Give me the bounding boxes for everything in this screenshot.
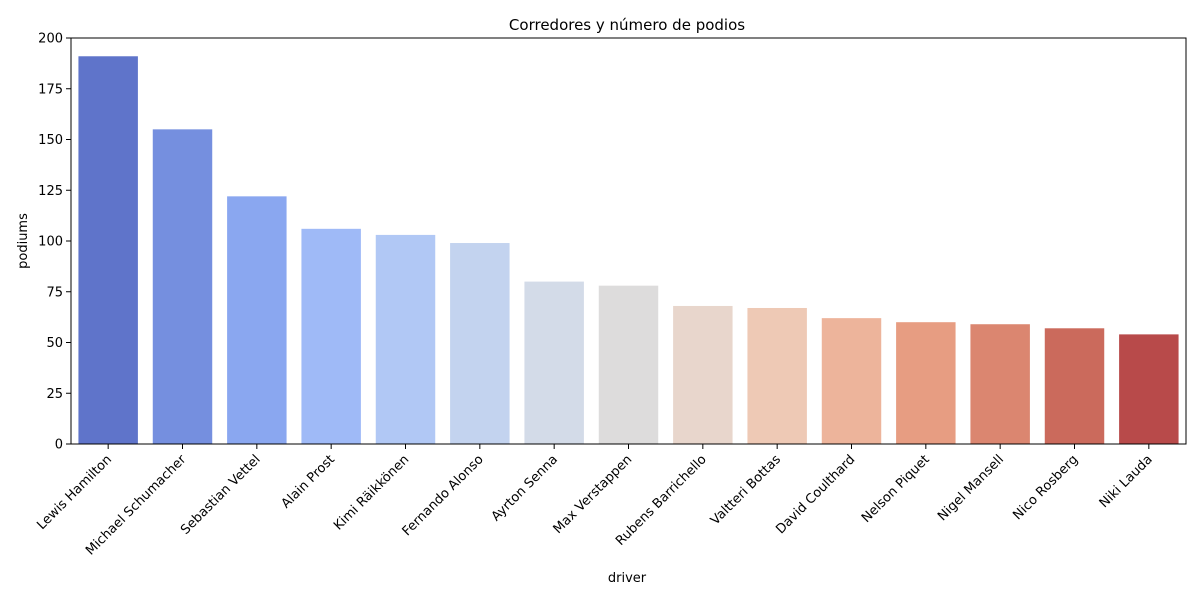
bar xyxy=(375,234,436,444)
bar xyxy=(227,196,287,444)
y-axis: 0 25 50 75 100 125 150 175 200 xyxy=(38,32,71,453)
bar xyxy=(78,56,138,445)
x-tick-label: Nelson Piquet xyxy=(859,452,933,526)
x-tick-label: Valtteri Bottas xyxy=(708,452,784,528)
x-tick-label: Lewis Hamilton xyxy=(34,452,115,533)
chart-title: Corredores y número de podios xyxy=(509,16,745,34)
x-tick-label: Ayrton Senna xyxy=(489,452,561,524)
x-tick-label: Max Verstappen xyxy=(551,452,636,537)
bar xyxy=(1119,334,1179,444)
bar xyxy=(747,307,807,444)
x-tick-label: Alain Prost xyxy=(279,452,338,511)
x-tick-label: Nigel Mansell xyxy=(935,452,1007,524)
y-tick-label: 0 xyxy=(55,438,63,453)
bar xyxy=(598,285,659,444)
plot-frame xyxy=(70,37,1187,445)
x-tick-label: David Coulthard xyxy=(773,452,858,537)
bar xyxy=(970,324,1030,444)
bar xyxy=(673,305,733,444)
y-axis-label: podiums xyxy=(16,213,31,269)
bars-group xyxy=(78,56,1179,445)
x-axis-label: driver xyxy=(608,571,647,586)
x-tick-label: Sebastian Vettel xyxy=(178,452,264,538)
y-tick-label: 100 xyxy=(38,235,63,250)
x-tick-label: Niki Lauda xyxy=(1097,452,1156,511)
bar xyxy=(524,281,584,444)
bar xyxy=(301,228,361,444)
y-tick-label: 50 xyxy=(46,336,63,351)
bar xyxy=(450,243,510,444)
bar xyxy=(1044,328,1105,444)
x-tick-label: Fernando Alonso xyxy=(400,452,487,539)
bar xyxy=(152,129,213,444)
y-tick-label: 25 xyxy=(46,387,63,402)
x-tick-label: Kimi Räikkönen xyxy=(331,452,412,533)
y-tick-label: 200 xyxy=(38,32,63,47)
y-tick-label: 125 xyxy=(38,184,63,199)
y-tick-label: 75 xyxy=(46,285,63,300)
bar xyxy=(821,318,882,444)
bar xyxy=(896,322,956,444)
y-tick-label: 150 xyxy=(38,133,63,148)
x-tick-label: Nico Rosberg xyxy=(1010,452,1081,523)
y-tick-label: 175 xyxy=(38,82,63,97)
